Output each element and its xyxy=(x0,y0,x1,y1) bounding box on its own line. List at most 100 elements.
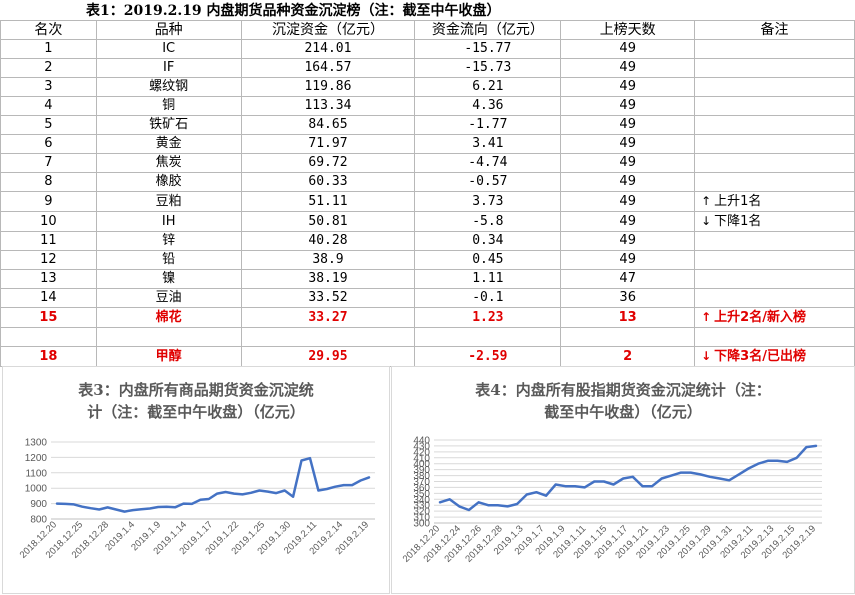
cell-amount: 71.97 xyxy=(240,134,416,154)
y-tick-label: 300 xyxy=(413,519,430,530)
table-title: 表1：2019.2.19 内盘期货品种资金沉淀榜（注：截至中午收盘） xyxy=(86,3,501,19)
commodity-chart-title: 表3：内盘所有商品期货资金沉淀统 计（注：截至中午收盘）（亿元） xyxy=(3,379,389,423)
index-chart-title-line-1: 表4：内盘所有股指期货资金沉淀统计（注： xyxy=(475,381,771,399)
y-tick-label: 400 xyxy=(413,459,430,470)
arrow-up-icon: ↑ xyxy=(701,194,712,208)
table-row: 10 IH 50.81 -5.8 49 ↓ 下降1名 xyxy=(0,211,855,232)
cell-flow: 4.36 xyxy=(414,96,562,116)
y-tick-label: 420 xyxy=(413,447,430,458)
cell-note xyxy=(694,39,855,59)
cell-amount: 69.72 xyxy=(240,153,416,173)
cell-rank: 8 xyxy=(0,172,97,192)
cell-rank: 1 xyxy=(0,39,97,59)
table-row: 15 棉花 33.27 1.23 13 ↑ 上升2名/新入榜 xyxy=(0,307,855,328)
cell-amount: 38.9 xyxy=(240,250,416,270)
commodity-chart-title-line-1: 表3：内盘所有商品期货资金沉淀统 xyxy=(78,381,314,399)
cell-rank: 4 xyxy=(0,96,97,116)
cell-rank: 2 xyxy=(0,58,97,78)
cell-amount: 84.65 xyxy=(240,115,416,135)
cell-name: IF xyxy=(95,58,242,78)
cell-note xyxy=(694,250,855,270)
cell-rank: 9 xyxy=(0,191,97,212)
cell-days: 49 xyxy=(560,96,696,116)
cell-rank: 7 xyxy=(0,153,97,173)
commodity-chart: 表3：内盘所有商品期货资金沉淀统 计（注：截至中午收盘）（亿元） 800 900 1… xyxy=(2,366,390,594)
arrow-down-icon: ↓ xyxy=(701,214,712,228)
header-days: 上榜天数 xyxy=(560,20,696,40)
cell-rank: 18 xyxy=(0,346,97,367)
cell-amount: 50.81 xyxy=(240,211,416,232)
cell-days: 49 xyxy=(560,250,696,270)
table-row: 18 甲醇 29.95 -2.59 2 ↓ 下降3名/已出榜 xyxy=(0,346,855,367)
cell-days: 36 xyxy=(560,288,696,308)
y-tick-label: 1300 xyxy=(25,438,48,449)
y-tick-label: 390 xyxy=(413,465,430,476)
cell-amount: 113.34 xyxy=(240,96,416,116)
index-chart-title-line-2: 截至中午收盘）（亿元） xyxy=(544,403,702,421)
table-row: 12 铅 38.9 0.45 49 xyxy=(0,250,855,270)
y-tick-label: 320 xyxy=(413,507,430,518)
cell-note xyxy=(694,231,855,251)
index-chart-title: 表4：内盘所有股指期货资金沉淀统计（注： 截至中午收盘）（亿元） xyxy=(392,379,854,423)
cell-name: 铁矿石 xyxy=(95,115,242,135)
cell-note xyxy=(694,96,855,116)
cell-note xyxy=(694,153,855,173)
y-tick-label: 410 xyxy=(413,453,430,464)
table-row: 14 豆油 33.52 -0.1 36 xyxy=(0,288,855,308)
cell-note: ↓ 下降3名/已出榜 xyxy=(694,346,855,367)
cell-rank: 13 xyxy=(0,269,97,289)
cell-flow: -15.77 xyxy=(414,39,562,59)
ranking-table-body: 名次 品种 沉淀资金（亿元） 资金流向（亿元） 上榜天数 备注 1 IC 214.0… xyxy=(0,20,855,367)
cell-flow xyxy=(414,327,562,347)
cell-rank: 10 xyxy=(0,211,97,232)
cell-note xyxy=(694,115,855,135)
y-tick-label: 1100 xyxy=(25,468,47,479)
table-row: 13 镍 38.19 1.11 47 xyxy=(0,269,855,289)
header-note: 备注 xyxy=(694,20,855,40)
cell-flow: -0.57 xyxy=(414,172,562,192)
cell-rank: 14 xyxy=(0,288,97,308)
cell-name: 甲醇 xyxy=(95,346,242,367)
y-tick-label: 330 xyxy=(413,501,430,512)
cell-amount: 164.57 xyxy=(240,58,416,78)
cell-days: 49 xyxy=(560,77,696,97)
note-text: 下降1名 xyxy=(714,214,762,229)
y-tick-label: 900 xyxy=(30,499,47,510)
index-chart-plot: 3003103203303403503603703803904004104204… xyxy=(401,436,822,565)
y-tick-label: 1200 xyxy=(25,453,48,464)
cell-days: 2 xyxy=(560,346,696,367)
cell-note: ↑ 上升2名/新入榜 xyxy=(694,307,855,328)
cell-rank: 3 xyxy=(0,77,97,97)
cell-note xyxy=(694,172,855,192)
cell-note xyxy=(694,134,855,154)
cell-flow: 1.23 xyxy=(414,307,562,328)
cell-note xyxy=(694,288,855,308)
header-rank: 名次 xyxy=(0,20,97,40)
note-text: 上升1名 xyxy=(714,194,762,209)
cell-name: 豆粕 xyxy=(95,191,242,212)
cell-amount xyxy=(240,327,416,347)
cell-amount: 29.95 xyxy=(240,346,416,367)
series-line xyxy=(438,444,818,512)
note-text: 下降3名/已出榜 xyxy=(714,349,806,364)
cell-note xyxy=(694,327,855,347)
cell-days: 49 xyxy=(560,39,696,59)
cell-rank: 12 xyxy=(0,250,97,270)
header-row: 名次 品种 沉淀资金（亿元） 资金流向（亿元） 上榜天数 备注 xyxy=(0,20,855,40)
y-tick-label: 440 xyxy=(413,436,430,447)
cell-name: 铜 xyxy=(95,96,242,116)
cell-amount: 33.27 xyxy=(240,307,416,328)
arrow-down-icon: ↓ xyxy=(701,349,712,363)
table-row xyxy=(0,327,855,347)
cell-name: 橡胶 xyxy=(95,172,242,192)
cell-rank xyxy=(0,327,97,347)
cell-flow: -5.8 xyxy=(414,211,562,232)
cell-name: IH xyxy=(95,211,242,232)
cell-name: 螺纹钢 xyxy=(95,77,242,97)
arrow-up-icon: ↑ xyxy=(701,310,712,324)
cell-name: 棉花 xyxy=(95,307,242,328)
cell-note: ↑ 上升1名 xyxy=(694,191,855,212)
cell-flow: 1.11 xyxy=(414,269,562,289)
cell-days: 49 xyxy=(560,153,696,173)
table-row: 9 豆粕 51.11 3.73 49 ↑ 上升1名 xyxy=(0,191,855,212)
